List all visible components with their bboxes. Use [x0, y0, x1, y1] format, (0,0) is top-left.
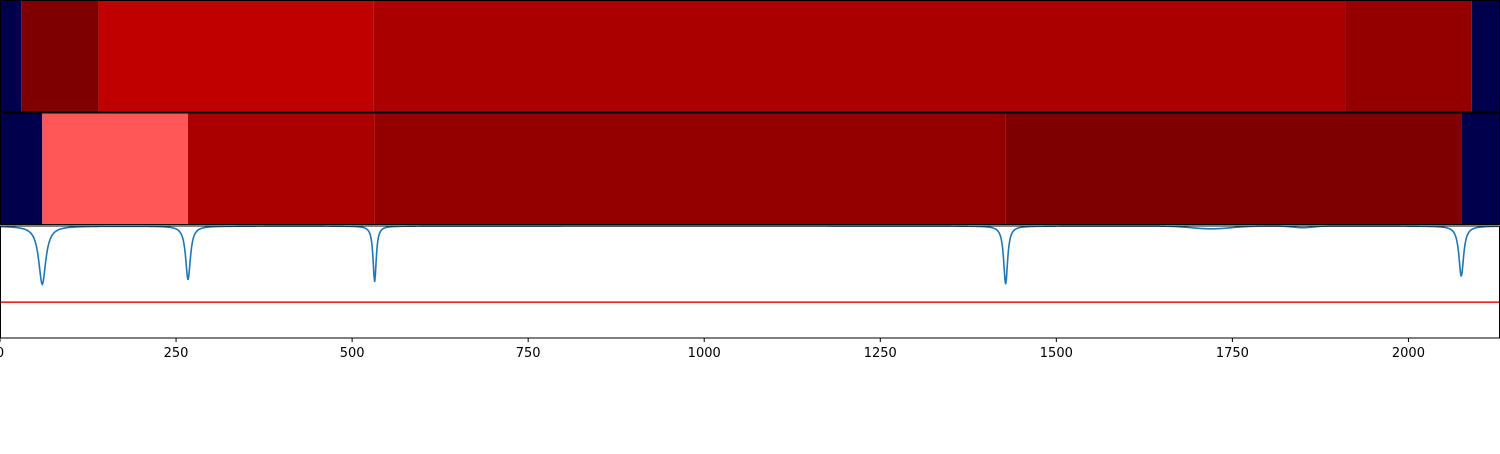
x-axis-ticks: 0 250 500 750 1000 1250 1500 1750 2000	[0, 338, 1425, 361]
row-1-segment-3	[98, 0, 374, 113]
row-1-segment-4	[373, 0, 1346, 113]
x-tick-label: 1000	[688, 346, 721, 361]
x-tick-label: 500	[340, 346, 365, 361]
x-tick-label: 250	[164, 346, 189, 361]
row-2-segment-2	[42, 112, 189, 225]
x-tick-label: 1250	[864, 346, 897, 361]
x-tick-label: 0	[0, 346, 4, 361]
row-2-segment-6	[1461, 112, 1500, 225]
row-2-segment-1	[0, 112, 43, 225]
x-tick-label: 1750	[1216, 346, 1249, 361]
row-1-segment-1	[0, 0, 22, 113]
heatmap-rows	[0, 0, 1500, 226]
line-panel-background	[0, 226, 1500, 338]
line-panel	[0, 225, 1500, 338]
row-2-segment-5	[1005, 112, 1462, 225]
x-tick-label: 750	[516, 346, 541, 361]
x-tick-label: 1500	[1040, 346, 1073, 361]
row-2-segment-3	[188, 112, 375, 225]
row-1-segment-5	[1345, 0, 1472, 113]
x-tick-label: 2000	[1392, 346, 1425, 361]
row-1-segment-2	[21, 0, 99, 113]
row-1-segment-6	[1471, 0, 1500, 113]
row-2-segment-4	[374, 112, 1006, 225]
